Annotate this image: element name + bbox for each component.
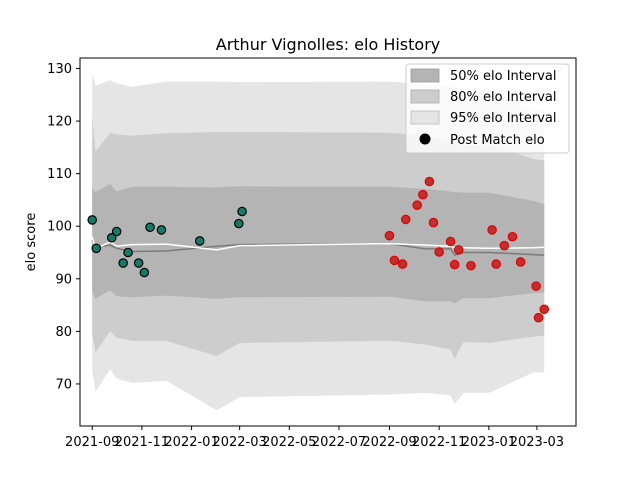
data-point-season2-20 [539,304,550,315]
data-point-season2-13 [487,225,497,235]
x-tick-label-0: 2021-09 [65,435,119,450]
data-point-season1-0 [87,215,98,225]
data-point-season1-11 [234,218,244,229]
x-axis: 2021-092021-112022-012022-032022-052022-… [65,426,564,450]
y-axis-label: elo score [24,213,39,272]
data-point-season1-8 [145,222,155,233]
legend-swatch-95 [410,110,440,125]
y-tick-label-3: 100 [47,220,72,235]
data-point-season2-4 [412,200,422,210]
data-point-season1-12 [237,206,247,217]
data-point-season2-17 [515,257,526,267]
data-point-season2-3 [400,214,411,225]
mean-line [91,236,545,251]
data-point-season1-2 [106,232,117,243]
data-point-season1-1 [91,243,102,254]
data-point-season2-12 [466,260,476,271]
legend-label-50: 50% elo Interval [450,69,557,84]
x-tick-label-4: 2022-05 [262,435,316,450]
y-tick-label-6: 130 [47,62,72,77]
y-tick-label-1: 80 [55,325,72,340]
x-tick-label-3: 2022-03 [212,435,266,450]
plot-frame [79,57,577,427]
data-point-season2-5 [418,189,428,200]
data-point-season2-11 [453,245,464,255]
data-point-season2-9 [445,236,456,247]
data-point-season2-8 [434,247,444,257]
y-tick-label-5: 120 [47,115,72,130]
data-point-season1-4 [118,258,128,268]
data-point-season2-15 [499,240,510,251]
data-point-season1-10 [194,236,205,246]
legend-marker-points [419,133,431,145]
x-tick-label-2: 2022-01 [164,435,218,450]
chart-title: Arthur Vignolles: elo History [216,35,441,54]
x-tick-label-1: 2021-11 [115,435,169,450]
data-point-season2-19 [533,312,544,323]
data-point-season2-10 [449,259,460,270]
data-point-season1-6 [133,258,144,268]
y-tick-label-0: 70 [55,377,72,392]
data-point-season2-0 [384,230,395,241]
x-tick-label-9: 2023-03 [510,435,564,450]
x-tick-label-6: 2022-09 [362,435,416,450]
x-tick-label-5: 2022-07 [312,435,366,450]
points-group [87,176,550,323]
legend: 50% elo Interval 80% elo Interval 95% el… [405,63,570,154]
legend-label-points: Post Match elo [450,133,545,148]
data-point-season2-18 [531,281,541,291]
data-point-season2-7 [428,217,439,228]
data-point-season2-14 [491,259,501,269]
data-point-season1-3 [111,226,122,237]
x-tick-label-7: 2022-11 [412,435,466,450]
y-tick-label-4: 110 [47,167,72,182]
y-axis: 70 80 90 100 110 120 130 [47,62,80,392]
data-point-season1-5 [123,247,133,258]
legend-label-80: 80% elo Interval [450,90,557,105]
legend-box [405,63,570,154]
data-point-season2-2 [397,259,408,269]
data-point-season2-16 [507,231,518,242]
data-point-season2-1 [389,255,400,266]
legend-swatch-50 [410,68,440,83]
legend-label-95: 95% elo Interval [450,111,557,126]
data-point-season1-7 [139,267,150,278]
legend-swatch-80 [410,89,440,104]
data-point-season2-6 [424,176,435,187]
y-tick-label-2: 90 [55,272,72,287]
data-point-season1-9 [156,225,167,235]
x-tick-label-8: 2023-01 [462,435,516,450]
